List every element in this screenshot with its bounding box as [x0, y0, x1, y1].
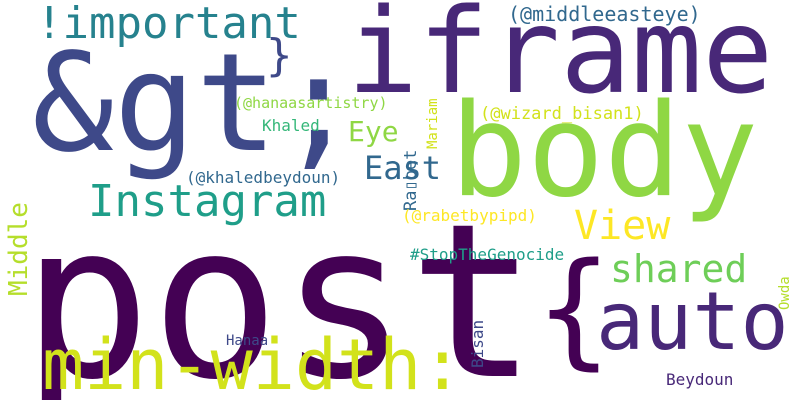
word-hanaasartistry: (@hanaasartistry): [234, 94, 388, 112]
word-middle: Middle: [4, 202, 34, 296]
word-important: !important: [36, 0, 301, 49]
word-wizard-bisan1: (@wizard_bisan1): [480, 104, 644, 124]
word-eye: Eye: [348, 115, 399, 148]
word-brace-open: {: [536, 235, 612, 382]
word-view: View: [574, 203, 671, 249]
word-stopthegenocide: #StopTheGenocide: [410, 245, 565, 264]
word-hanaa: Hanaa: [226, 333, 269, 349]
word-brace-close: }: [266, 30, 293, 81]
word-post: post: [22, 178, 538, 400]
word-instagram: Instagram: [88, 176, 327, 227]
word-rabet: Ra▯bet: [401, 149, 421, 211]
word-shared: shared: [610, 247, 748, 291]
word-min-width: min-width:: [42, 324, 464, 400]
word-iframe: iframe: [347, 0, 774, 120]
word-mariam: Mariam: [425, 98, 441, 149]
word-beydoun: Beydoun: [666, 370, 734, 389]
word-bisan: Bisan: [468, 319, 487, 368]
word-owda: Owda: [777, 276, 793, 310]
word-east: East: [364, 149, 442, 187]
word-rabetbypipd: (@rabetbypipd): [402, 206, 537, 225]
word-body: body: [450, 77, 759, 226]
word-khaled: Khaled: [262, 116, 320, 135]
word-middleeasteye: (@middleeasteye): [508, 2, 701, 26]
word-khaledbeydoun: (@khaledbeydoun): [186, 168, 341, 187]
word-auto: auto: [596, 275, 789, 368]
word-gt: &gt;: [32, 25, 360, 183]
